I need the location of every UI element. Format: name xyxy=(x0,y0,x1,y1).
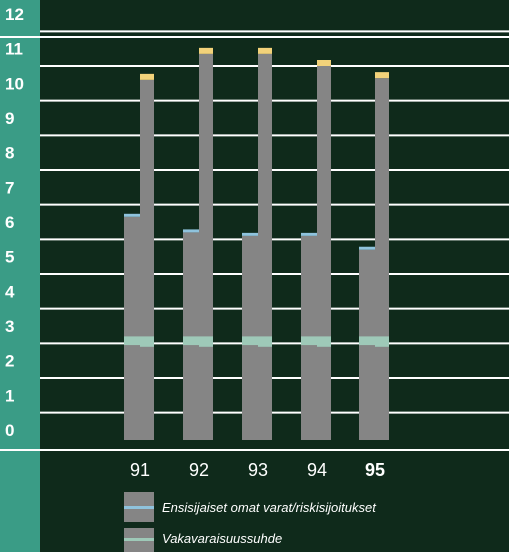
bar-band-series-2 xyxy=(258,336,272,347)
legend-label-series-2: Vakavaraisuussuhde xyxy=(162,531,282,546)
bar-cap-series-1 xyxy=(301,232,317,236)
bar-cap-series-2 xyxy=(375,72,389,79)
bar-series-2 xyxy=(140,79,154,440)
bar-series-2 xyxy=(375,78,389,440)
legend-item-series-2: Vakavaraisuussuhde xyxy=(124,528,282,552)
bar-band-series-1 xyxy=(183,336,199,346)
x-tick-label: 93 xyxy=(248,460,268,480)
bar-band-series-1 xyxy=(301,336,317,346)
y-tick-label: 1 xyxy=(5,386,14,405)
legend-swatch-stripe-series-1 xyxy=(124,506,154,509)
legend: Ensisijaiset omat varat/riskisijoitukset… xyxy=(124,492,377,552)
x-tick-label: 91 xyxy=(130,460,150,480)
bar-series-2 xyxy=(258,53,272,440)
y-tick-label: 7 xyxy=(5,178,14,197)
grid-lines xyxy=(0,30,509,451)
y-tick-label: 9 xyxy=(5,109,14,128)
y-tick-label: 6 xyxy=(5,213,14,232)
bar-band-series-1 xyxy=(359,336,375,346)
x-tick-label: 95 xyxy=(365,460,385,480)
y-tick-label: 0 xyxy=(5,421,14,440)
bar-series-1 xyxy=(183,232,199,440)
bar-cap-series-1 xyxy=(183,229,199,233)
x-tick-label: 92 xyxy=(189,460,209,480)
legend-swatch-stripe-series-2 xyxy=(124,538,154,541)
bar-series-2 xyxy=(317,66,331,440)
legend-item-series-1: Ensisijaiset omat varat/riskisijoitukset xyxy=(124,492,377,522)
x-tick-label: 94 xyxy=(307,460,327,480)
bar-band-series-2 xyxy=(140,336,154,347)
bar-series-2 xyxy=(199,53,213,440)
y-tick-label: 12 xyxy=(5,5,24,24)
y-tick-label: 4 xyxy=(5,282,15,301)
bar-cap-series-1 xyxy=(359,246,375,250)
bar-series-1 xyxy=(124,216,140,440)
bar-band-series-2 xyxy=(375,336,389,347)
bar-band-series-2 xyxy=(317,336,331,347)
bar-band-series-1 xyxy=(242,336,258,346)
y-axis-band xyxy=(0,0,40,552)
legend-label-series-1: Ensisijaiset omat varat/riskisijoitukset xyxy=(162,500,377,515)
y-tick-label: 11 xyxy=(5,40,23,59)
bars xyxy=(124,47,389,440)
bar-band-series-1 xyxy=(124,336,140,346)
y-tick-label: 8 xyxy=(5,144,14,163)
y-tick-label: 3 xyxy=(5,317,14,336)
bar-cap-series-2 xyxy=(317,60,331,66)
bar-band-series-2 xyxy=(199,336,213,347)
bar-cap-series-1 xyxy=(124,213,140,217)
bar-cap-series-2 xyxy=(140,73,154,80)
x-tick-labels: 91 92 93 94 95 xyxy=(130,460,385,480)
bar-cap-series-2 xyxy=(258,47,272,54)
y-tick-label: 2 xyxy=(5,352,14,371)
bar-cap-series-1 xyxy=(242,232,258,236)
y-tick-label: 10 xyxy=(5,74,24,93)
bar-cap-series-2 xyxy=(199,47,213,54)
y-tick-label: 5 xyxy=(5,248,14,267)
